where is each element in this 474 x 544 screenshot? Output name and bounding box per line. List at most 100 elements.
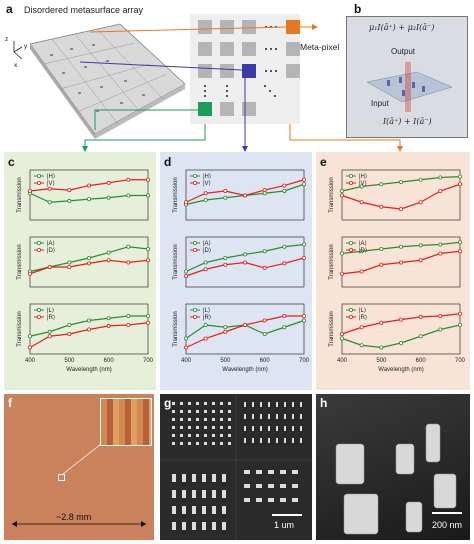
legend-marker	[348, 314, 353, 319]
panel-h-scale: 200 nm	[432, 520, 463, 530]
data-point	[47, 329, 52, 334]
plot-frame	[185, 303, 305, 355]
panel-g-label: g	[164, 396, 172, 410]
data-point	[183, 273, 188, 278]
data-point	[379, 262, 384, 267]
panel-f-label: f	[8, 396, 12, 410]
plot-frame	[341, 236, 461, 288]
data-point	[359, 325, 364, 330]
data-point	[301, 242, 306, 247]
legend-label: |L⟩	[203, 307, 210, 314]
data-point	[282, 183, 287, 188]
data-point	[223, 188, 228, 193]
axes-icon	[13, 41, 23, 60]
metasurface-beam-illustration	[366, 62, 453, 112]
data-point	[379, 204, 384, 209]
data-point	[282, 244, 287, 249]
y-axis-label: Transmission	[173, 311, 179, 346]
data-point	[203, 267, 208, 272]
data-point	[339, 336, 344, 341]
panel-e-label: e	[320, 155, 327, 169]
data-point	[282, 313, 287, 318]
data-point	[438, 327, 443, 332]
data-point	[106, 250, 111, 255]
legend-label: |R⟩	[359, 314, 367, 321]
data-point	[126, 244, 131, 249]
plot-frame	[185, 236, 305, 288]
panel-g-image: 1 um	[160, 394, 312, 540]
data-point	[438, 313, 443, 318]
data-point	[359, 184, 364, 189]
data-point	[27, 334, 32, 339]
data-point	[47, 186, 52, 191]
data-point	[106, 316, 111, 321]
y-axis-label: Transmission	[329, 177, 335, 212]
data-point	[87, 261, 92, 266]
data-point	[203, 197, 208, 202]
x-tick-label: 700	[455, 358, 466, 364]
axis-z: z	[5, 36, 9, 43]
legend-label: |D⟩	[203, 247, 211, 254]
axis-x: x	[14, 62, 18, 69]
zoom-inset	[100, 398, 152, 446]
legend-marker	[37, 314, 42, 319]
data-point	[457, 240, 462, 245]
data-point	[67, 188, 72, 193]
legend-label: |D⟩	[359, 247, 367, 254]
data-point	[282, 261, 287, 266]
metasurface-array-illustration	[13, 23, 186, 139]
data-point	[339, 271, 344, 276]
data-point	[262, 331, 267, 336]
legend-marker	[37, 240, 42, 245]
x-tick-label: 700	[143, 358, 154, 364]
data-point	[418, 177, 423, 182]
legend-label: |L⟩	[359, 307, 366, 314]
panel-a-label: a	[6, 2, 13, 16]
data-point	[126, 260, 131, 265]
data-point	[301, 182, 306, 187]
data-point	[242, 252, 247, 257]
connector-lines	[79, 24, 403, 152]
data-point	[183, 269, 188, 274]
y-axis-label: Transmission	[17, 244, 23, 279]
x-tick-label: 500	[376, 358, 387, 364]
data-point	[106, 195, 111, 200]
data-point	[87, 318, 92, 323]
data-point	[242, 322, 247, 327]
plot-frame	[341, 303, 461, 355]
legend-marker	[192, 307, 197, 312]
legend-marker	[192, 173, 197, 178]
data-point	[438, 242, 443, 247]
data-point	[87, 327, 92, 332]
x-axis-label: Wavelength (nm)	[378, 367, 423, 373]
data-point	[359, 269, 364, 274]
data-point	[223, 255, 228, 260]
data-point	[398, 317, 403, 322]
legend-marker	[192, 247, 197, 252]
data-point	[87, 183, 92, 188]
panel-d-label: d	[164, 155, 172, 169]
legend-label: |V⟩	[203, 180, 211, 187]
panel-g-scalebar	[272, 514, 302, 516]
data-point	[242, 193, 247, 198]
data-point	[457, 249, 462, 254]
x-tick-label: 500	[64, 358, 75, 364]
data-point	[359, 249, 364, 254]
meta-pixel-label: Meta-pixel	[300, 42, 340, 52]
data-point	[223, 262, 228, 267]
x-axis-label: Wavelength (nm)	[66, 367, 111, 373]
data-point	[379, 345, 384, 350]
data-point	[339, 251, 344, 256]
legend-marker	[192, 180, 197, 185]
data-point	[262, 318, 267, 323]
data-point	[457, 174, 462, 179]
data-point	[145, 313, 150, 318]
data-point	[282, 325, 287, 330]
panel-a-title: Disordered metasurface array	[24, 5, 144, 15]
data-point	[126, 177, 131, 182]
data-point	[67, 264, 72, 269]
data-point	[282, 188, 287, 193]
data-point	[339, 331, 344, 336]
legend-marker	[348, 307, 353, 312]
legend-marker	[192, 314, 197, 319]
